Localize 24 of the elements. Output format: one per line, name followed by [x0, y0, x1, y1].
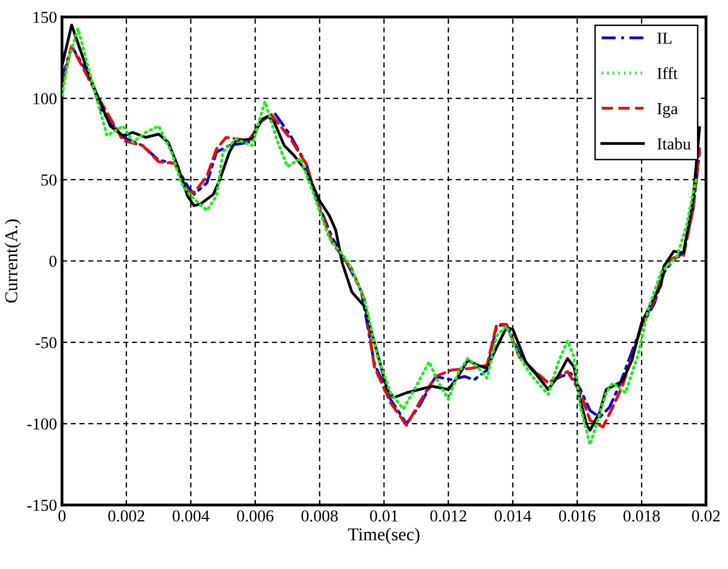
x-tick-label: 0.014	[494, 510, 532, 522]
y-tick-label: -50	[36, 337, 57, 348]
legend-label: Iga	[657, 103, 678, 118]
x-tick-label: 0.004	[172, 510, 210, 522]
x-tick-label: 0.02	[692, 510, 720, 522]
x-tick-label: 0.018	[623, 510, 660, 522]
y-tick-label: 100	[34, 93, 57, 104]
y-tick-label: 50	[41, 174, 57, 186]
x-tick-label: 0.01	[370, 510, 398, 522]
x-tick-label: 0.012	[430, 510, 466, 522]
y-tick-label: 150	[34, 12, 57, 23]
x-tick-label: 0	[58, 510, 66, 522]
y-tick-label: -100	[27, 418, 57, 430]
x-tick-label: 0.006	[237, 510, 274, 522]
x-tick-label: 0.016	[559, 510, 596, 522]
y-tick-label: 0	[49, 256, 57, 267]
x-tick-label: 0.008	[301, 510, 338, 522]
legend-label: Ifft	[657, 67, 678, 80]
x-tick-label: 0.002	[108, 510, 144, 522]
y-tick-label: -150	[27, 500, 57, 511]
legend-label: IL	[657, 32, 672, 44]
x-axis-title: Time(sec)	[348, 528, 420, 544]
legend-label: Itabu	[657, 138, 691, 150]
y-axis-title: Current(A.)	[4, 219, 22, 303]
